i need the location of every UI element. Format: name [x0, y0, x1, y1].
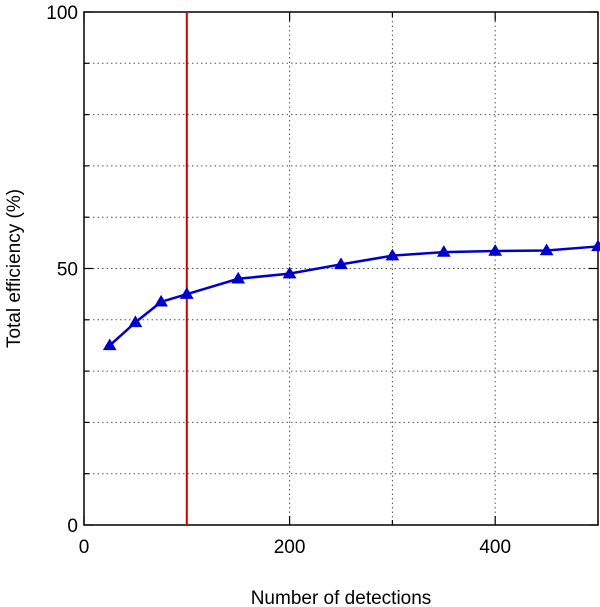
data-point-triangle	[334, 257, 348, 270]
y-tick-label: 100	[46, 3, 78, 24]
x-tick-label: 400	[479, 537, 511, 558]
data-point-triangle	[282, 266, 297, 279]
grid-lines	[84, 12, 598, 525]
data-point-triangle	[385, 248, 400, 261]
x-tick-label: 200	[274, 537, 306, 558]
data-point-triangle	[179, 287, 194, 299]
data-point-triangle	[231, 271, 246, 284]
x-tick-labels: 0 200 400	[79, 537, 511, 558]
y-tick-label: 0	[67, 516, 78, 537]
y-tick-label: 50	[57, 260, 78, 281]
y-axis-title: Total efficiency (%)	[4, 189, 25, 348]
y-tick-labels: 0 50 100	[46, 3, 78, 537]
x-tick-label: 0	[79, 537, 90, 558]
data-point-triangle	[539, 243, 554, 256]
series-layer	[102, 239, 600, 351]
data-point-triangle	[128, 315, 143, 328]
data-point-triangle	[488, 244, 503, 256]
data-point-triangle	[102, 338, 117, 351]
plot-frame	[83, 11, 599, 526]
data-point-triangle	[154, 294, 168, 307]
x-axis-title: Number of detections	[251, 588, 432, 607]
data-point-triangle	[436, 245, 451, 257]
data-point-triangle	[591, 239, 600, 252]
